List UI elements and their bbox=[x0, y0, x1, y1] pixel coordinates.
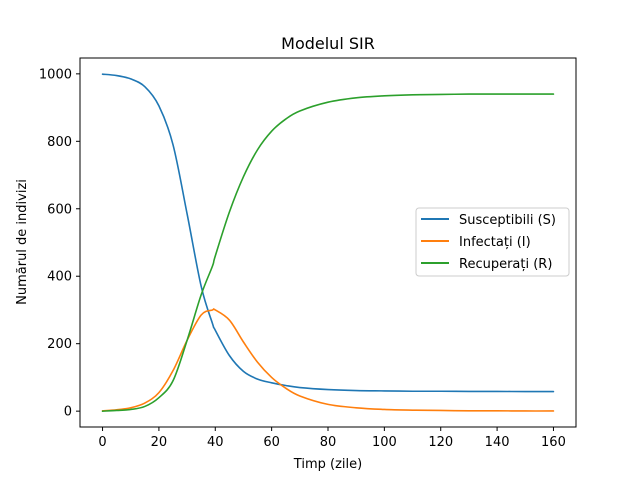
x-tick-label: 20 bbox=[151, 435, 168, 450]
x-tick-label: 140 bbox=[485, 435, 510, 450]
series-lines bbox=[101, 73, 555, 412]
legend-label-susceptibili: Susceptibili (S) bbox=[459, 213, 556, 228]
y-tick-label: 1000 bbox=[39, 67, 72, 82]
x-tick-label: 100 bbox=[372, 435, 397, 450]
series-line-infectati bbox=[101, 308, 555, 412]
legend-label-infectati: Infectați (I) bbox=[459, 235, 531, 250]
x-tick-label: 160 bbox=[541, 435, 566, 450]
y-tick-label: 200 bbox=[47, 337, 72, 352]
x-tick-label: 80 bbox=[320, 435, 337, 450]
x-tick-label: 40 bbox=[207, 435, 224, 450]
series-line-recuperati bbox=[101, 93, 555, 412]
y-axis-ticks: 0 200 400 600 800 1000 bbox=[39, 67, 80, 420]
x-axis-label: Timp (zile) bbox=[293, 457, 362, 472]
y-tick-label: 800 bbox=[47, 135, 72, 150]
y-tick-label: 600 bbox=[47, 202, 72, 217]
legend: Susceptibili (S) Infectați (I) Recuperaț… bbox=[415, 207, 570, 277]
x-tick-label: 60 bbox=[263, 435, 280, 450]
plot-frame bbox=[79, 57, 577, 428]
y-axis-label: Numărul de indivizi bbox=[15, 179, 30, 305]
series-line-susceptibili bbox=[101, 73, 555, 393]
legend-box bbox=[415, 207, 570, 277]
y-tick-label: 400 bbox=[47, 270, 72, 285]
x-axis-ticks: 0 20 40 60 80 100 120 140 160 bbox=[98, 427, 566, 450]
chart-title: Modelul SIR bbox=[281, 34, 375, 53]
y-tick-label: 0 bbox=[64, 405, 72, 420]
legend-label-recuperati: Recuperați (R) bbox=[459, 257, 552, 272]
x-tick-label: 120 bbox=[428, 435, 453, 450]
x-tick-label: 0 bbox=[98, 435, 106, 450]
